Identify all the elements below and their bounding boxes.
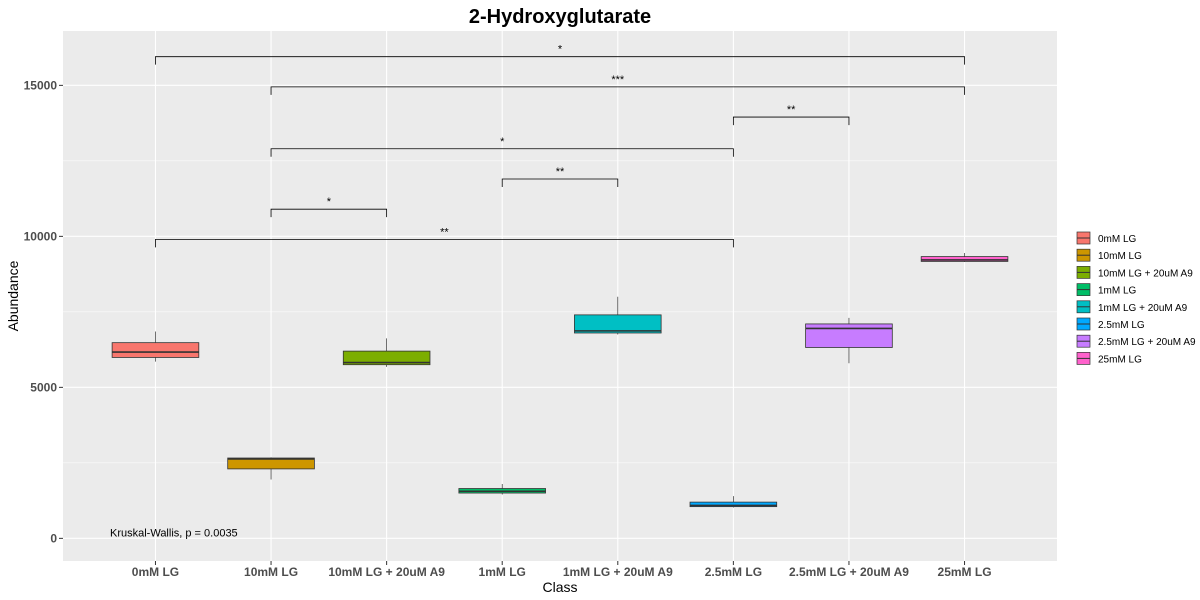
significance-bracket: *	[270, 196, 388, 218]
box-1mm-lg-20um-a9	[574, 296, 662, 335]
significance-label: *	[558, 44, 563, 56]
legend-label: 0mM LG	[1098, 234, 1137, 245]
kruskal-wallis-annotation: Kruskal-Wallis, p = 0.0035	[110, 527, 238, 539]
box-2-5mm-lg	[689, 496, 778, 508]
legend-label: 25mM LG	[1098, 354, 1142, 365]
box-iqr	[227, 457, 315, 470]
x-tick-label: 25mM LG	[938, 565, 992, 579]
x-tick-label: 10mM LG	[244, 565, 298, 579]
legend-item: 10mM LG + 20uM A9	[1076, 266, 1193, 279]
y-tick-label: 0	[50, 531, 57, 545]
bracket-line	[270, 208, 388, 218]
x-tick-label: 0mM LG	[132, 565, 179, 579]
significance-label: *	[327, 196, 332, 208]
legend-label: 1mM LG + 20uM A9	[1098, 303, 1188, 314]
legend-label: 1mM LG	[1098, 286, 1137, 297]
box-1mm-lg	[458, 483, 546, 495]
box-iqr	[111, 342, 200, 358]
legend-item: 2.5mM LG	[1076, 317, 1145, 331]
legend: 0mM LG 10mM LG 10mM LG + 20uM A9 1mM LG 1mM …	[1076, 231, 1196, 365]
box-2-5mm-lg-20um-a9	[805, 317, 893, 364]
bracket-line	[270, 148, 734, 157]
significance-bracket: **	[155, 226, 734, 248]
y-tick-label: 10000	[24, 229, 58, 243]
legend-item: 25mM LG	[1076, 352, 1142, 365]
box-10mm-lg-20um-a9	[342, 338, 431, 367]
legend-label: 2.5mM LG	[1098, 320, 1145, 331]
legend-label: 10mM LG	[1098, 251, 1142, 262]
significance-label: **	[787, 104, 796, 116]
box-0mm-lg	[111, 331, 200, 362]
significance-label: *	[500, 136, 505, 148]
bracket-line	[155, 238, 734, 248]
y-axis-title: Abundance	[5, 260, 21, 331]
legend-item: 0mM LG	[1076, 231, 1137, 245]
plot-panel	[63, 31, 1057, 561]
box-iqr	[689, 501, 778, 508]
legend-item: 10mM LG	[1076, 248, 1142, 262]
legend-item: 1mM LG + 20uM A9	[1076, 300, 1188, 314]
y-tick-label: 5000	[30, 380, 57, 394]
box-iqr	[805, 323, 893, 348]
legend-item: 1mM LG	[1076, 283, 1137, 297]
legend-label: 2.5mM LG + 20uM A9	[1098, 337, 1196, 348]
bracket-line	[732, 116, 850, 126]
bracket-line	[155, 56, 965, 65]
x-tick-label: 2.5mM LG + 20uM A9	[789, 565, 909, 579]
significance-bracket: *	[270, 136, 734, 157]
box-iqr	[342, 350, 431, 366]
legend-item: 2.5mM LG + 20uM A9	[1076, 334, 1196, 348]
significance-bracket: **	[501, 166, 619, 187]
box-iqr	[920, 256, 1009, 262]
box-10mm-lg	[227, 457, 315, 480]
x-axis: 0mM LG 10mM LG 10mM LG + 20uM A9 1mM LG 1mM …	[132, 561, 992, 579]
bracket-line	[270, 86, 965, 95]
x-axis-title: Class	[542, 579, 577, 595]
significance-bracket: ***	[270, 74, 965, 95]
grid-lines	[63, 31, 1057, 561]
x-tick-label: 1mM LG + 20uM A9	[563, 565, 673, 579]
y-tick-label: 15000	[24, 78, 58, 92]
boxes	[111, 252, 1009, 508]
y-axis: 0 5000 10000 15000	[24, 78, 63, 545]
x-tick-label: 10mM LG + 20uM A9	[328, 565, 445, 579]
significance-brackets: ************	[155, 44, 965, 248]
bracket-line	[501, 178, 619, 187]
legend-label: 10mM LG + 20uM A9	[1098, 268, 1193, 279]
significance-label: **	[440, 226, 449, 238]
x-tick-label: 1mM LG	[479, 565, 526, 579]
significance-label: ***	[611, 74, 625, 86]
significance-bracket: *	[155, 44, 965, 65]
box-25mm-lg	[920, 252, 1009, 263]
significance-label: **	[556, 166, 565, 178]
box-iqr	[574, 314, 662, 334]
chart-title: 2-Hydroxyglutarate	[469, 6, 651, 28]
x-tick-label: 2.5mM LG	[705, 565, 762, 579]
significance-bracket: **	[732, 104, 850, 126]
